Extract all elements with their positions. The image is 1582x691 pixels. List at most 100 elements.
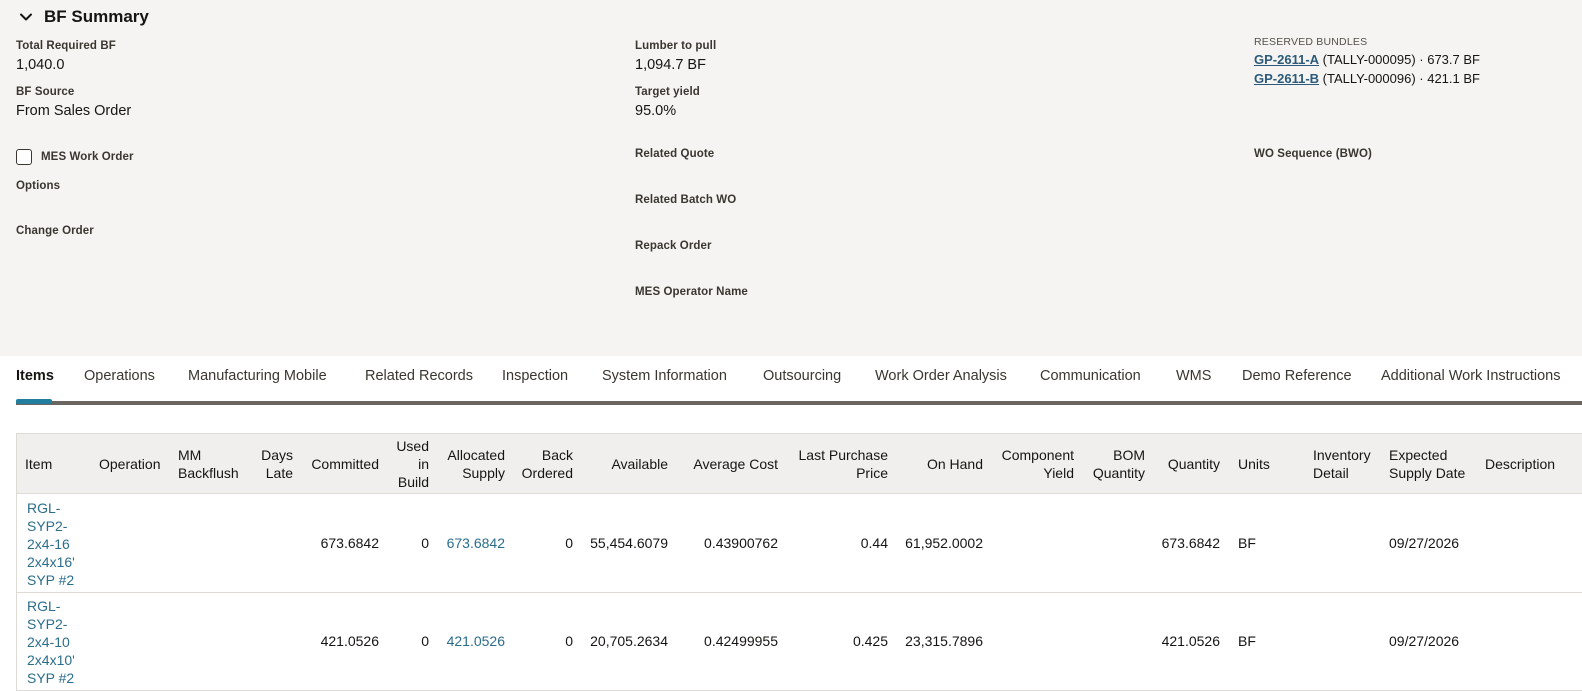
reserved-bundles-caption: RESERVED BUNDLES: [1254, 36, 1368, 48]
target-yield-value: 95.0%: [635, 103, 677, 119]
col-expected-supply-date[interactable]: Expected Supply Date: [1389, 447, 1466, 481]
tab-communication[interactable]: Communication: [1040, 368, 1141, 384]
last-purchase-price-cell: 0.44: [860, 535, 888, 551]
tab-additional-work-instructions[interactable]: Additional Work Instructions: [1381, 368, 1561, 384]
repack-order-field: Repack Order: [635, 240, 712, 252]
back-ordered-cell: 0: [565, 535, 573, 551]
units-cell: BF: [1238, 535, 1256, 551]
units-cell: BF: [1238, 633, 1256, 649]
col-item[interactable]: Item: [25, 456, 53, 472]
bf-source-value: From Sales Order: [16, 103, 132, 119]
expected-supply-date-cell: 09/27/2026: [1389, 535, 1460, 551]
related-batch-wo-field: Related Batch WO: [635, 194, 736, 206]
col-component-yield[interactable]: Component Yield: [1001, 447, 1074, 481]
section-title: BF Summary: [44, 7, 149, 26]
tab-manufacturing-mobile[interactable]: Manufacturing Mobile: [188, 368, 327, 384]
reserved-bundle-line: GP-2611-B (TALLY-000096) · 421.1 BF: [1254, 71, 1480, 86]
tab-wms[interactable]: WMS: [1176, 368, 1212, 384]
on-hand-cell: 61,952.0002: [905, 535, 983, 551]
bundle-detail: (TALLY-000095) · 673.7 BF: [1322, 52, 1480, 67]
back-ordered-cell: 0: [565, 633, 573, 649]
related-batch-wo-label: Related Batch WO: [635, 194, 737, 206]
target-yield-label: Target yield: [635, 86, 700, 98]
checkbox-box[interactable]: [16, 149, 32, 165]
col-description[interactable]: Description: [1485, 456, 1556, 472]
allocated-supply-link[interactable]: 673.6842: [446, 535, 505, 551]
table-row: RGL-SYP2-2x4-16 2x4x16' SYP #2 673.6842 …: [17, 495, 1582, 593]
repack-order-label: Repack Order: [635, 240, 712, 252]
quantity-cell: 673.6842: [1161, 535, 1220, 551]
mes-operator-name-label: MES Operator Name: [635, 286, 748, 298]
bundle-link[interactable]: GP-2611-B: [1254, 71, 1320, 86]
item-link[interactable]: RGL-SYP2-2x4-10 2x4x10' SYP #2: [27, 598, 75, 686]
lumber-to-pull-value: 1,094.7 BF: [635, 57, 706, 73]
mes-work-order-checkbox[interactable]: MES Work Order: [16, 149, 134, 165]
options-field: Options: [16, 180, 60, 192]
grid-header: Item Operation MM Backflush Days Late Co…: [17, 434, 1582, 494]
quantity-cell: 421.0526: [1161, 633, 1220, 649]
related-quote-label: Related Quote: [635, 148, 715, 160]
col-committed[interactable]: Committed: [311, 456, 379, 472]
related-quote-field: Related Quote: [635, 148, 714, 160]
col-mm-backflush[interactable]: MM Backflush: [178, 447, 239, 481]
reserved-bundle-line: GP-2611-A (TALLY-000095) · 673.7 BF: [1254, 52, 1480, 67]
item-link[interactable]: RGL-SYP2-2x4-16 2x4x16' SYP #2: [27, 500, 75, 588]
average-cost-cell: 0.42499955: [704, 633, 778, 649]
available-cell: 55,454.6079: [590, 535, 668, 551]
bundle-link[interactable]: GP-2611-A: [1254, 52, 1320, 67]
col-operation[interactable]: Operation: [99, 456, 161, 472]
items-grid: Item Operation MM Backflush Days Late Co…: [16, 433, 1582, 691]
committed-cell: 421.0526: [320, 633, 379, 649]
wo-sequence-label: WO Sequence (BWO): [1254, 148, 1372, 160]
col-quantity[interactable]: Quantity: [1167, 456, 1220, 472]
col-days-late[interactable]: Days Late: [261, 447, 293, 481]
total-required-field: Total Required BF 1,040.0: [16, 40, 116, 73]
committed-cell: 673.6842: [320, 535, 379, 551]
wo-sequence-field: WO Sequence (BWO): [1254, 148, 1372, 160]
col-allocated-supply[interactable]: Allocated Supply: [447, 447, 505, 481]
used-in-build-cell: 0: [421, 535, 429, 551]
available-cell: 20,705.2634: [590, 633, 668, 649]
col-bom-quantity[interactable]: BOM Quantity: [1092, 447, 1145, 481]
col-units[interactable]: Units: [1238, 456, 1270, 472]
lumber-to-pull-label: Lumber to pull: [635, 40, 717, 52]
col-used-in-build[interactable]: Used in Build: [396, 438, 429, 490]
total-required-label: Total Required BF: [16, 40, 116, 52]
subtab-bar: Items Operations Manufacturing Mobile Re…: [0, 356, 1582, 405]
tab-items[interactable]: Items: [16, 368, 54, 384]
tab-system-information[interactable]: System Information: [602, 368, 727, 384]
bf-summary-toggle[interactable]: BF Summary: [16, 7, 149, 27]
col-available[interactable]: Available: [611, 456, 668, 472]
target-yield-field: Target yield 95.0%: [635, 86, 700, 119]
bf-source-field: BF Source From Sales Order: [16, 86, 131, 119]
table-row: RGL-SYP2-2x4-10 2x4x10' SYP #2 421.0526 …: [17, 593, 1582, 691]
col-on-hand[interactable]: On Hand: [926, 456, 983, 472]
tab-outsourcing[interactable]: Outsourcing: [763, 368, 842, 384]
tab-related-records[interactable]: Related Records: [365, 368, 473, 384]
col-back-ordered[interactable]: Back Ordered: [521, 447, 573, 481]
chevron-down-icon: [20, 13, 32, 21]
col-average-cost[interactable]: Average Cost: [693, 456, 778, 472]
on-hand-cell: 23,315.7896: [905, 633, 983, 649]
change-order-field: Change Order: [16, 225, 94, 237]
tab-inspection[interactable]: Inspection: [502, 368, 569, 384]
mes-operator-name-field: MES Operator Name: [635, 286, 748, 298]
average-cost-cell: 0.43900762: [704, 535, 778, 551]
tab-demo-reference[interactable]: Demo Reference: [1242, 368, 1352, 384]
tab-operations[interactable]: Operations: [84, 368, 155, 384]
expected-supply-date-cell: 09/27/2026: [1389, 633, 1460, 649]
last-purchase-price-cell: 0.425: [852, 633, 888, 649]
total-required-value: 1,040.0: [16, 57, 65, 73]
col-inventory-detail[interactable]: Inventory Detail: [1313, 447, 1371, 481]
mes-work-order-label: MES Work Order: [41, 151, 134, 163]
bundle-detail: (TALLY-000096) · 421.1 BF: [1322, 71, 1480, 86]
col-last-purchase-price[interactable]: Last Purchase Price: [798, 447, 889, 481]
allocated-supply-link[interactable]: 421.0526: [446, 633, 505, 649]
bf-summary-section: BF Summary Total Required BF 1,040.0 BF …: [0, 0, 1582, 356]
lumber-to-pull-field: Lumber to pull 1,094.7 BF: [635, 40, 716, 73]
reserved-bundles-field: RESERVED BUNDLES GP-2611-A (TALLY-000095…: [1254, 36, 1480, 86]
bf-source-label: BF Source: [16, 86, 75, 98]
used-in-build-cell: 0: [421, 633, 429, 649]
tab-work-order-analysis[interactable]: Work Order Analysis: [875, 368, 1007, 384]
options-label: Options: [16, 180, 61, 192]
